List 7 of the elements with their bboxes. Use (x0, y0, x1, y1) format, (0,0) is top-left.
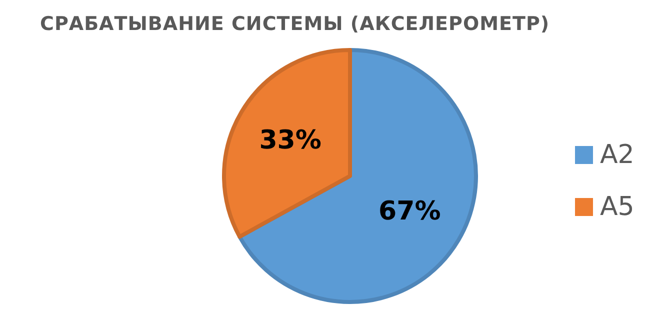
data-label: 67% (378, 196, 441, 226)
pie-slice (238, 48, 478, 304)
chart-title: СРАБАТЫВАНИЕ СИСТЕМЫ (АКСЕЛЕРОМЕТР) (40, 13, 550, 35)
data-label: 33% (259, 126, 322, 156)
legend-label: A5 (600, 192, 634, 222)
legend-label: A2 (600, 140, 634, 170)
pie-slice (222, 48, 352, 239)
